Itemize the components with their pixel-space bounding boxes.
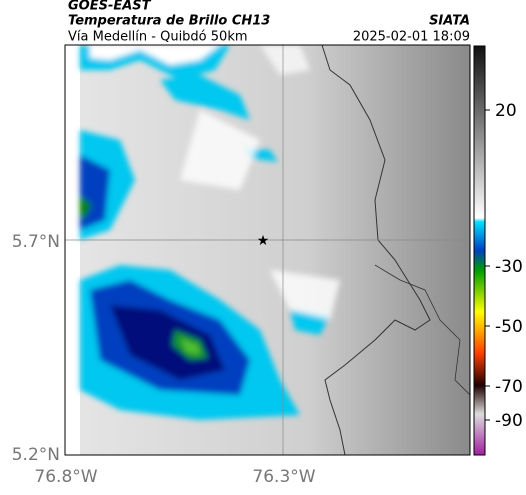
lon-label: 76.3°W xyxy=(252,467,315,487)
lon-label: 76.8°W xyxy=(34,467,97,487)
colorbar-label: -50 xyxy=(495,317,523,337)
colorbar-label: -70 xyxy=(495,377,523,397)
colorbar-label: 20 xyxy=(495,101,517,121)
datetime: 2025-02-01 18:09 xyxy=(353,30,470,45)
colorbar xyxy=(473,45,486,456)
map-frame xyxy=(64,44,471,456)
lat-label: 5.2°N xyxy=(12,445,60,465)
colorbar-label: -30 xyxy=(495,257,523,277)
route: Vía Medellín - Quibdó 50km xyxy=(68,30,248,45)
product: Temperatura de Brillo CH13 xyxy=(68,14,270,29)
colorbar-label: -90 xyxy=(495,411,523,431)
agency: SIATA xyxy=(429,14,470,29)
map-area: ★ xyxy=(65,45,470,455)
lat-label: 5.7°N xyxy=(12,232,60,252)
svg-text:★: ★ xyxy=(257,233,270,249)
satellite: GOES-EAST xyxy=(68,0,152,14)
colorbar-ticks xyxy=(485,109,490,421)
